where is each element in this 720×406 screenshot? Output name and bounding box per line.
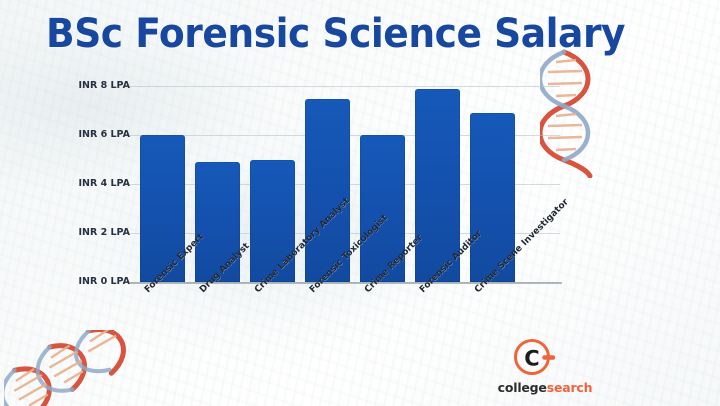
bar xyxy=(305,98,350,282)
dna-helix-right-icon xyxy=(540,49,593,178)
y-axis-tick-text: INR 0 LPA xyxy=(78,276,130,287)
magnifier-c-icon: C xyxy=(514,339,555,375)
svg-text:C: C xyxy=(524,347,539,371)
logo-word-college: college xyxy=(497,380,547,395)
x-axis-baseline xyxy=(130,282,562,284)
bar xyxy=(415,88,460,282)
gridline xyxy=(130,86,560,88)
y-axis-tick-labels: INR 8 LPA INR 6 LPA INR 4 LPA INR 2 LPA INR … xyxy=(0,0,130,406)
bar xyxy=(470,113,515,282)
y-axis-tick-text: INR 6 LPA xyxy=(78,129,130,141)
y-axis-tick-text: INR 4 LPA xyxy=(78,178,130,190)
y-axis-tick-text: INR 8 LPA xyxy=(78,80,130,92)
bar xyxy=(195,162,240,282)
logo-word-search: search xyxy=(546,380,593,395)
dna-helix-bottom-left-icon xyxy=(4,330,126,406)
chart-title: BSc Forensic Science Salary xyxy=(46,11,626,57)
logo-wordmark: collegesearch xyxy=(497,380,593,395)
y-axis-tick-text: INR 2 LPA xyxy=(78,227,130,239)
collegesearch-logo: C collegesearch xyxy=(497,338,593,395)
bar xyxy=(140,135,185,282)
bar xyxy=(250,159,295,282)
bar xyxy=(360,135,405,282)
